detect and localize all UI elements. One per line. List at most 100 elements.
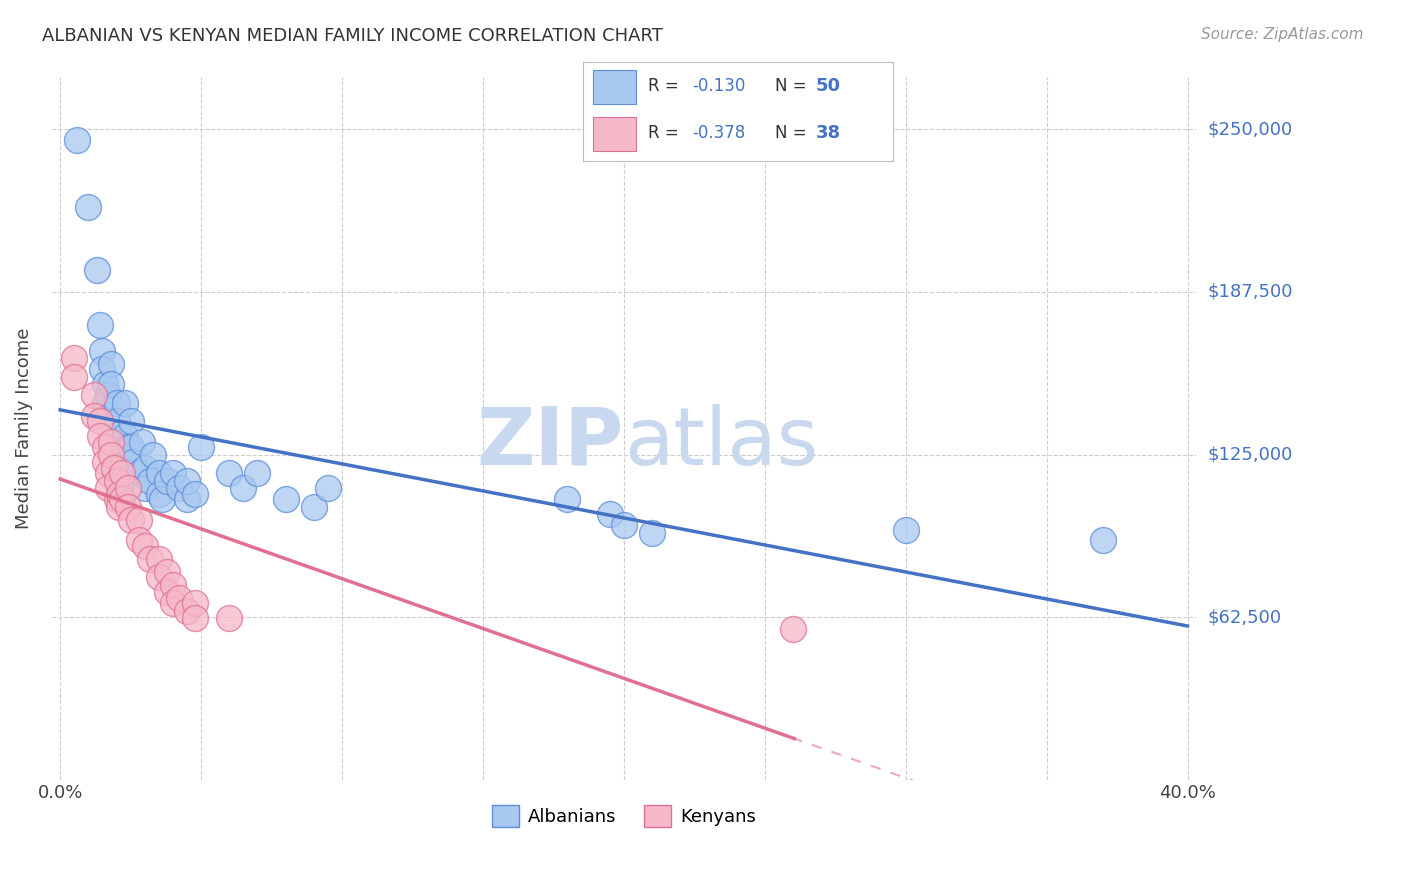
Point (156, 474, 179, 488)
Point (100, 357, 122, 371)
Point (1091, 533, 1114, 548)
Point (162, 466, 184, 480)
Text: $125,000: $125,000 (1208, 445, 1292, 464)
Text: ALBANIAN VS KENYAN MEDIAN FAMILY INCOME CORRELATION CHART: ALBANIAN VS KENYAN MEDIAN FAMILY INCOME … (42, 27, 664, 45)
Point (114, 395, 136, 409)
Point (100, 377, 122, 392)
Point (176, 491, 198, 506)
Point (63, 369, 86, 384)
Text: N =: N = (775, 124, 813, 142)
Point (184, 611, 207, 625)
Point (94, 395, 117, 409)
Point (108, 500, 131, 514)
Point (176, 474, 198, 488)
Point (117, 481, 139, 495)
Point (274, 491, 297, 506)
Point (100, 434, 122, 449)
Point (105, 395, 128, 409)
Point (139, 551, 162, 566)
Text: -0.130: -0.130 (692, 77, 745, 95)
Point (162, 596, 184, 610)
Point (122, 455, 145, 469)
Point (128, 512, 150, 526)
Point (94, 377, 117, 392)
Text: Source: ZipAtlas.com: Source: ZipAtlas.com (1201, 27, 1364, 42)
Point (83, 409, 105, 423)
Point (167, 591, 190, 605)
Text: ZIP: ZIP (477, 403, 624, 482)
Point (105, 491, 128, 506)
Point (142, 448, 165, 462)
Point (66, 133, 89, 147)
Point (103, 460, 125, 475)
Point (162, 577, 184, 591)
Text: $187,500: $187,500 (1208, 283, 1292, 301)
Point (782, 622, 804, 636)
Point (641, 525, 664, 540)
Y-axis label: Median Family Income: Median Family Income (15, 328, 32, 529)
Point (108, 426, 131, 441)
Point (97, 466, 120, 480)
Point (302, 500, 325, 514)
Point (613, 517, 636, 532)
Text: atlas: atlas (624, 403, 818, 482)
Point (114, 429, 136, 443)
Text: R =: R = (648, 124, 685, 142)
Point (894, 523, 917, 537)
Point (100, 448, 122, 462)
Point (156, 565, 179, 579)
Point (120, 512, 142, 526)
Text: 38: 38 (815, 124, 841, 142)
Point (120, 414, 142, 428)
Point (108, 486, 131, 500)
Point (218, 611, 240, 625)
Point (599, 508, 621, 522)
Point (148, 551, 170, 566)
Point (94, 440, 117, 454)
Point (134, 481, 156, 495)
Text: N =: N = (775, 77, 813, 95)
Point (134, 539, 156, 553)
Point (77, 201, 100, 215)
Point (156, 585, 179, 599)
Point (190, 440, 212, 454)
Point (63, 351, 86, 366)
Point (97, 388, 120, 402)
Point (89, 414, 111, 428)
Text: R =: R = (648, 77, 685, 95)
Point (557, 491, 579, 506)
Text: 50: 50 (815, 77, 841, 95)
Point (105, 414, 128, 428)
Point (86, 263, 108, 277)
Legend: Albanians, Kenyans: Albanians, Kenyans (485, 797, 763, 834)
Point (148, 570, 170, 584)
Point (91, 343, 114, 358)
Point (89, 318, 111, 332)
Point (128, 533, 150, 548)
Point (316, 481, 339, 495)
Point (184, 596, 207, 610)
Point (111, 491, 134, 506)
Point (148, 486, 170, 500)
Point (111, 466, 134, 480)
Point (150, 491, 173, 506)
Point (117, 500, 139, 514)
Text: -0.378: -0.378 (692, 124, 745, 142)
Point (83, 388, 105, 402)
Point (167, 481, 190, 495)
Point (111, 440, 134, 454)
Point (134, 460, 156, 475)
Point (120, 440, 142, 454)
Point (97, 481, 120, 495)
Point (184, 486, 207, 500)
Point (105, 474, 128, 488)
Point (139, 474, 162, 488)
Point (232, 481, 254, 495)
Point (148, 466, 170, 480)
Point (246, 466, 269, 480)
Point (218, 466, 240, 480)
Point (131, 434, 153, 449)
Point (89, 429, 111, 443)
Point (91, 361, 114, 376)
Point (176, 603, 198, 617)
